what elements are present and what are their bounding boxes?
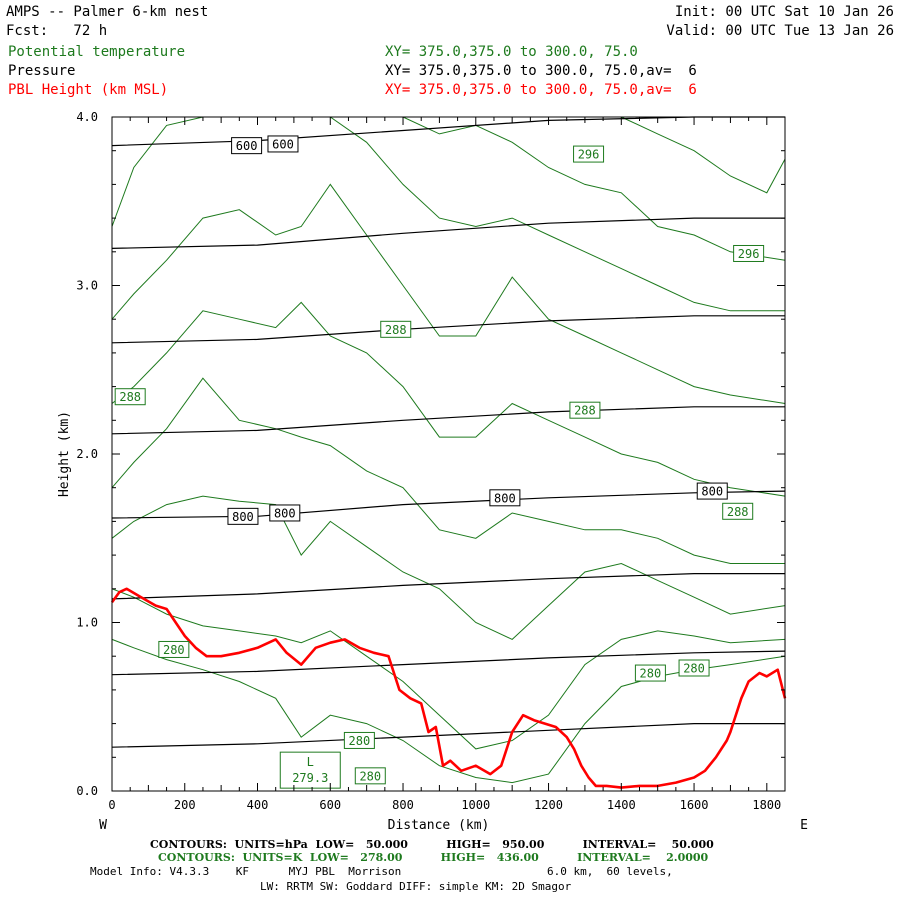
pressure-label-3-box <box>269 504 301 522</box>
x-tick-label-200: 200 <box>174 798 196 812</box>
pressure-contour-700-hPa <box>111 315 785 344</box>
theta-label-2: 288 <box>119 390 141 404</box>
theta-label-5-box <box>722 502 754 520</box>
theta-label-0-box <box>573 145 605 163</box>
theta-label-7: 280 <box>349 734 371 748</box>
pressure-label-1-box <box>267 135 299 153</box>
y-tick-label-3: 3.0 <box>76 279 98 293</box>
theta-label-4: 288 <box>574 404 596 418</box>
theta-label-10: 280 <box>683 661 705 675</box>
pressure-label-3: 800 <box>274 506 296 520</box>
low-marker-letter: L <box>307 755 314 769</box>
theta-contour-theta-9 <box>621 116 786 194</box>
theta-label-2-box <box>114 388 146 406</box>
theta-label-3-box <box>380 320 412 338</box>
y-axis-title: Height (km) <box>57 411 72 497</box>
header-init-time: Init: 00 UTC Sat 10 Jan 26 <box>674 4 894 20</box>
pressure-contour-900-hPa <box>111 650 786 676</box>
x-tick-label-1800: 1800 <box>752 798 781 812</box>
theta-label-10-box <box>678 659 710 677</box>
pbl-height-series <box>110 587 787 789</box>
contour-labels: 600 600 800 800 800 800 296 296 288 288 288 288 280 2… <box>114 135 765 789</box>
pressure-label-5-box <box>696 482 728 500</box>
pressure-label-5: 800 <box>701 485 723 499</box>
x-tick-label-1200: 1200 <box>534 798 563 812</box>
pressure-label-0-box <box>231 137 263 155</box>
footer-theta-contours: CONTOURS: UNITS=K LOW= 278.00 HIGH= 436.… <box>158 851 709 864</box>
theta-contour-theta-3 <box>111 495 786 640</box>
pressure-contour-800-hPa <box>111 490 786 519</box>
theta-label-1: 296 <box>738 247 760 261</box>
theta-label-9: 280 <box>640 667 662 681</box>
theta-contour-theta-4 <box>111 377 785 564</box>
theta-contour-theta-6 <box>111 183 786 404</box>
footer-model-info: Model Info: V4.3.3 KF MYJ PBL Morrison 6… <box>90 865 673 878</box>
theta-label-8: 280 <box>359 769 381 783</box>
pressure-label-4-box <box>489 489 521 507</box>
theta-label-9-box <box>634 664 666 682</box>
legend-pressure-desc: XY= 375.0,375.0 to 300.0, 75.0,av= 6 <box>385 63 697 79</box>
theta-label-4-box <box>569 401 601 419</box>
y-tick-label-4: 4.0 <box>76 110 98 124</box>
header-valid-time: Valid: 00 UTC Tue 13 Jan 26 <box>666 23 894 39</box>
theta-contour-theta-2 <box>111 588 786 750</box>
pressure-contour-950-hPa <box>111 723 785 748</box>
header-title: AMPS -- Palmer 6-km nest <box>6 4 209 20</box>
theta-label-7-box <box>343 731 375 749</box>
legend-theta-label: Potential temperature <box>8 44 186 60</box>
legend-pbl-label: PBL Height (km MSL) <box>8 82 169 98</box>
x-tick-label-400: 400 <box>247 798 269 812</box>
pressure-label-2: 800 <box>232 510 254 524</box>
footer-physics-info: LW: RRTM SW: Goddard DIFF: simple KM: 2D… <box>260 880 572 893</box>
theta-contours <box>111 116 786 784</box>
theta-label-3: 288 <box>385 323 407 337</box>
pressure-contour-850-hPa <box>111 573 785 600</box>
pbl-height-line <box>110 587 787 789</box>
legend-theta-desc: XY= 375.0,375.0 to 300.0, 75.0 <box>385 44 638 60</box>
pressure-label-4: 800 <box>494 491 516 505</box>
legend-pressure-label: Pressure <box>8 63 76 79</box>
theta-label-5: 288 <box>727 505 749 519</box>
x-tick-label-1000: 1000 <box>461 798 490 812</box>
theta-label-6: 280 <box>163 643 185 657</box>
y-tick-label-2: 2.0 <box>76 447 98 461</box>
x-axis-title: Distance (km) <box>388 818 490 833</box>
x-axis-east-label: E <box>800 818 808 833</box>
theta-contour-theta-5 <box>111 301 786 497</box>
low-marker-box <box>279 751 341 789</box>
x-tick-label-1400: 1400 <box>607 798 636 812</box>
x-tick-label-0: 0 <box>108 798 115 812</box>
x-tick-label-600: 600 <box>319 798 341 812</box>
legend-pbl-desc: XY= 375.0,375.0 to 300.0, 75.0,av= 6 <box>385 82 697 98</box>
header-forecast-hour: Fcst: 72 h <box>6 23 108 39</box>
y-tick-label-0: 0.0 <box>76 784 98 798</box>
x-tick-label-800: 800 <box>392 798 414 812</box>
theta-label-6-box <box>158 640 190 658</box>
x-axis-west-label: W <box>99 818 107 833</box>
pressure-label-0: 600 <box>236 139 258 153</box>
pressure-label-1: 600 <box>272 137 294 151</box>
theta-label-0: 296 <box>578 148 600 162</box>
pressure-contours <box>111 116 786 748</box>
pressure-contour-650-hPa <box>111 217 785 249</box>
theta-contour-theta-8 <box>402 116 786 261</box>
axes: 0 200 400 600 800 1000 1200 1400 1600 1800 0.0 1.0 2… <box>57 110 808 833</box>
footer-pressure-contours: CONTOURS: UNITS=hPa LOW= 50.000 HIGH= 95… <box>150 838 714 851</box>
pressure-contour-750-hPa <box>111 406 785 435</box>
theta-label-8-box <box>354 767 386 785</box>
pressure-label-2-box <box>227 507 259 525</box>
x-tick-label-1600: 1600 <box>680 798 709 812</box>
theta-label-1-box <box>733 244 765 262</box>
y-tick-label-1: 1.0 <box>76 616 98 630</box>
low-marker-value: 279.3 <box>292 771 328 785</box>
